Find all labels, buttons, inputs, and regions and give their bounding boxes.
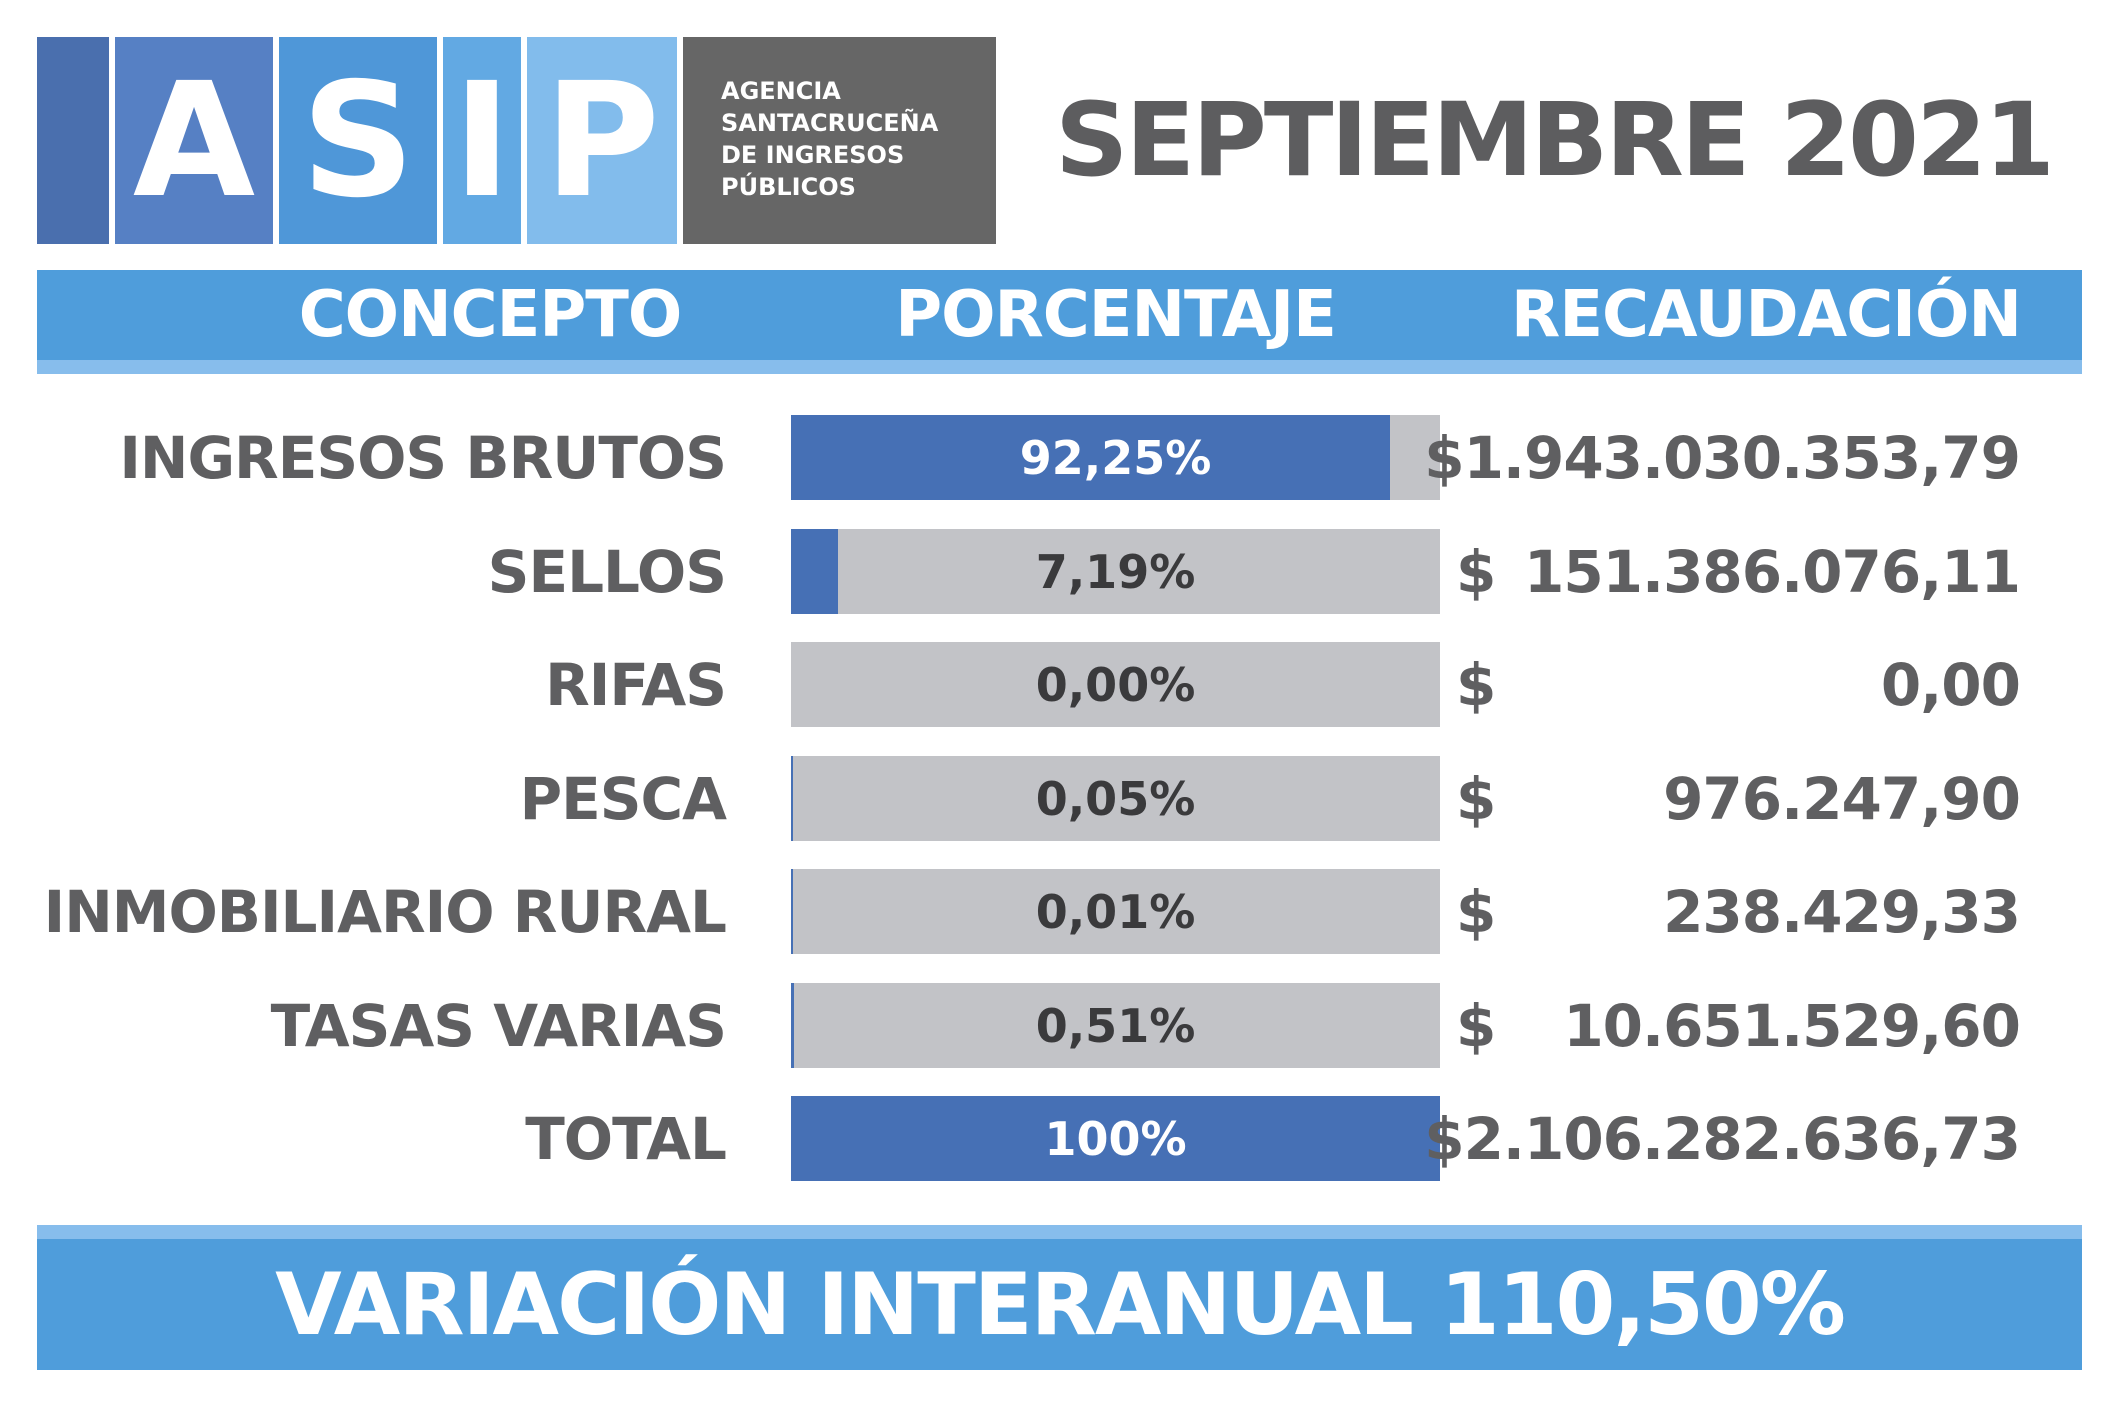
row-label: SELLOS [487,537,727,606]
row-amount: 151.386.076,11 [1523,537,2021,606]
bar-fill [791,983,794,1068]
row-amount: 10.651.529,60 [1563,991,2021,1060]
logo-stripe [37,37,109,244]
logo-text-line: PÚBLICOS [721,173,856,201]
bar-value-label: 0,00% [1035,657,1196,712]
currency-symbol: $ [1456,650,1497,719]
logo-letter-p: P [527,37,677,244]
bar-fill [791,756,793,841]
row-amount: $2.106.282.636,73 [1424,1104,2021,1173]
table-header-bar [37,270,2082,360]
bar-track: 0,01% [791,869,1440,954]
row-amount: 0,00 [1880,650,2021,719]
logo-letter-i: I [443,37,521,244]
bar-track: 100% [791,1096,1440,1181]
period-title: SEPTIEMBRE 2021 [1055,81,2055,200]
row-label: RIFAS [545,650,727,719]
asip-logo: A S I P AGENCIA SANTACRUCEÑA DE INGRESOS… [37,37,996,244]
bar-track: 0,00% [791,642,1440,727]
currency-symbol: $ [1456,991,1497,1060]
row-amount: 238.429,33 [1663,877,2021,946]
bar-value-label: 100% [1044,1111,1187,1166]
row-amount: 976.247,90 [1663,764,2021,833]
bar-track: 7,19% [791,529,1440,614]
header-porcentaje: PORCENTAJE [895,278,1337,352]
logo-text-line: AGENCIA [721,77,841,105]
bar-fill [791,415,1390,500]
header-recaudacion: RECAUDACIÓN [1511,278,2022,352]
bar-value-label: 0,05% [1035,771,1196,826]
currency-symbol: $ [1456,537,1497,606]
row-label: TASAS VARIAS [270,991,727,1060]
header-concepto: CONCEPTO [298,278,683,352]
header-underline [37,360,2082,374]
row-amount: $1.943.030.353,79 [1424,423,2021,492]
bar-value-label: 7,19% [1035,544,1196,599]
row-label: PESCA [519,764,727,833]
bar-fill [791,869,793,954]
bar-track: 92,25% [791,415,1440,500]
bar-track: 0,05% [791,756,1440,841]
row-label: TOTAL [525,1104,727,1173]
bar-track: 0,51% [791,983,1440,1068]
row-label: INMOBILIARIO RURAL [43,877,727,946]
bar-value-label: 92,25% [1019,430,1212,485]
bar-value-label: 0,51% [1035,998,1196,1053]
currency-symbol: $ [1456,764,1497,833]
row-label: INGRESOS BRUTOS [119,423,727,492]
logo-agency-name: AGENCIA SANTACRUCEÑA DE INGRESOS PÚBLICO… [683,37,996,244]
bar-fill [791,529,838,614]
logo-letter-s: S [279,37,437,244]
logo-letter-a: A [115,37,273,244]
currency-symbol: $ [1456,877,1497,946]
bar-value-label: 0,01% [1035,884,1196,939]
logo-text-line: DE INGRESOS [721,141,905,169]
footer-topline [37,1225,2082,1239]
bar-fill [791,1096,1440,1181]
logo-text-line: SANTACRUCEÑA [721,109,939,137]
interannual-variation-banner: VARIACIÓN INTERANUAL 110,50% [37,1239,2082,1370]
